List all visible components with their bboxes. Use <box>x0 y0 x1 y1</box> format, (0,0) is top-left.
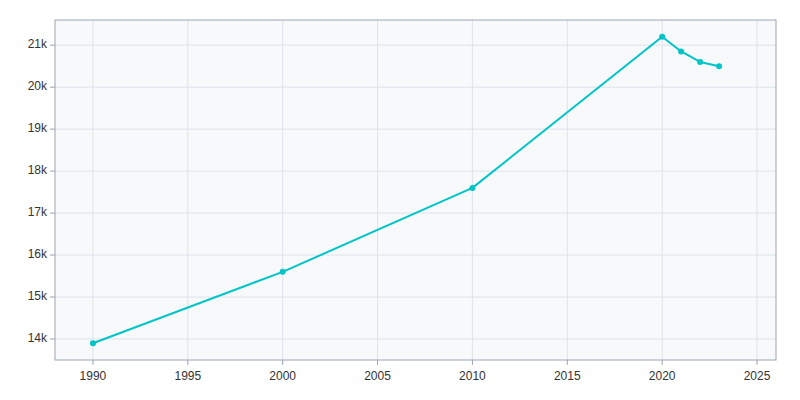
x-tick-label: 2010 <box>459 369 486 383</box>
y-tick-label: 14k <box>28 331 48 345</box>
y-tick <box>50 339 55 340</box>
y-grid-line <box>55 339 776 340</box>
point <box>469 185 475 191</box>
x-tick <box>377 360 378 365</box>
y-tick-label: 17k <box>28 205 48 219</box>
y-tick-label: 20k <box>28 79 48 93</box>
plot-area <box>55 20 776 360</box>
y-tick <box>50 213 55 214</box>
y-tick-label: 19k <box>28 121 48 135</box>
chart: 14k 15k 16k 17k 18k 19k 20k 21k 1990 1995 2000 2005… <box>0 0 800 400</box>
x-tick <box>187 360 188 365</box>
chart-container: 14k 15k 16k 17k 18k 19k 20k 21k 1990 1995 2000 2005… <box>0 0 800 400</box>
axes: 14k 15k 16k 17k 18k 19k 20k 21k 1990 1995 2000 2005… <box>28 37 771 383</box>
y-tick-label: 18k <box>28 163 48 177</box>
y-grid-line <box>55 45 776 46</box>
x-grid-line <box>377 20 378 360</box>
point <box>90 340 96 346</box>
y-tick-label: 21k <box>28 37 48 51</box>
x-grid-line <box>567 20 568 360</box>
point <box>716 63 722 69</box>
y-grid-line <box>55 129 776 130</box>
x-tick-label: 1990 <box>80 369 107 383</box>
y-tick-label: 15k <box>28 289 48 303</box>
x-tick-label: 2005 <box>364 369 391 383</box>
x-tick-label: 2025 <box>744 369 771 383</box>
point <box>678 48 684 54</box>
grid <box>55 20 776 360</box>
y-tick <box>50 129 55 130</box>
x-tick <box>282 360 283 365</box>
plot-frame <box>55 20 776 360</box>
y-tick <box>50 255 55 256</box>
x-tick <box>92 360 93 365</box>
x-tick <box>662 360 663 365</box>
line <box>93 37 719 343</box>
y-tick <box>50 297 55 298</box>
y-tick <box>50 45 55 46</box>
x-grid-line <box>757 20 758 360</box>
x-tick-label: 2000 <box>269 369 296 383</box>
point <box>659 34 665 40</box>
y-grid-line <box>55 171 776 172</box>
y-tick <box>50 87 55 88</box>
x-grid-line <box>92 20 93 360</box>
y-tick-label: 16k <box>28 247 48 261</box>
x-tick <box>567 360 568 365</box>
x-tick-label: 2015 <box>554 369 581 383</box>
x-grid-line <box>187 20 188 360</box>
y-grid-line <box>55 297 776 298</box>
y-grid-line <box>55 255 776 256</box>
x-grid-line <box>282 20 283 360</box>
x-tick-label: 1995 <box>174 369 201 383</box>
x-grid-line <box>662 20 663 360</box>
x-tick <box>757 360 758 365</box>
point <box>697 59 703 65</box>
x-tick <box>472 360 473 365</box>
y-tick <box>50 171 55 172</box>
x-tick-label: 2020 <box>649 369 676 383</box>
point <box>280 269 286 275</box>
data-layer <box>90 34 722 346</box>
y-grid-line <box>55 87 776 88</box>
